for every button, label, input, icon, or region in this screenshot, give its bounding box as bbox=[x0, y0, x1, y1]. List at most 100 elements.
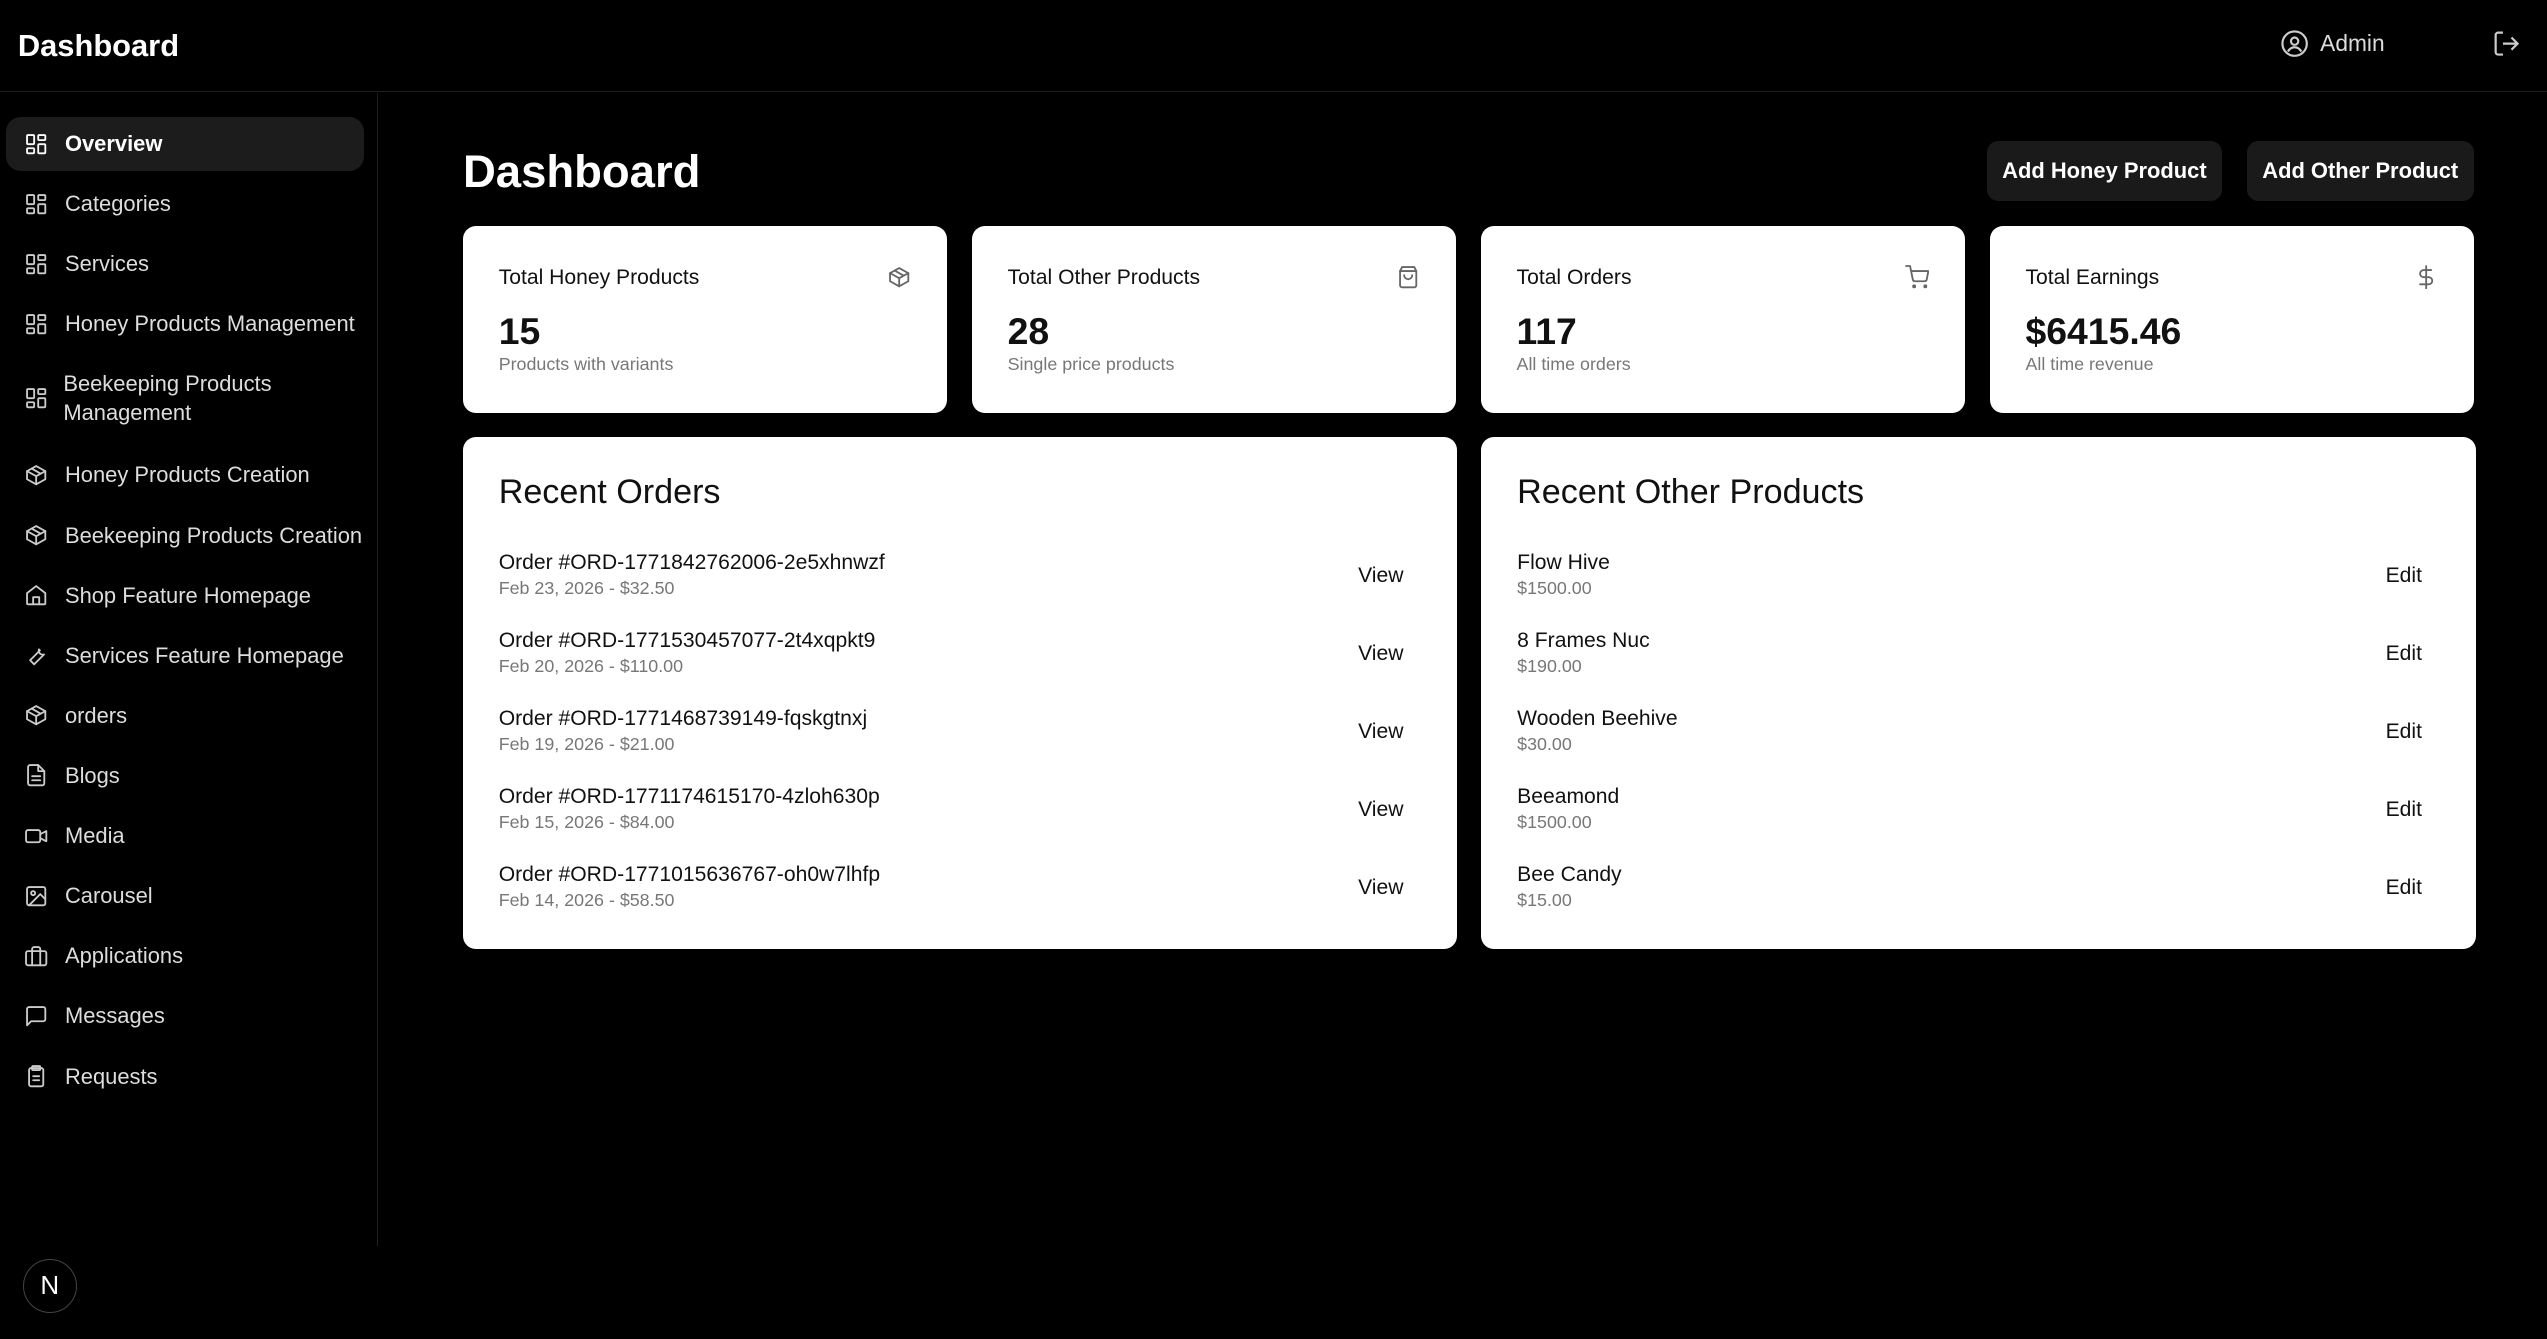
image-icon bbox=[26, 885, 47, 906]
sidebar-item-label: Services Feature Homepage bbox=[64, 642, 344, 668]
order-row: Order #ORD-1771530457077-2t4xqpkt9 Feb 20… bbox=[499, 629, 1404, 694]
sidebar-item-applications[interactable]: Applications bbox=[6, 929, 363, 983]
product-row-subtitle: $15.00 bbox=[1517, 890, 1572, 911]
order-row: Order #ORD-1771842762006-2e5xhnwzf Feb 23… bbox=[499, 551, 1404, 616]
sidebar-item-services[interactable]: Services bbox=[6, 237, 363, 291]
product-row: Flow Hive $1500.00 Edit bbox=[1517, 551, 2422, 616]
edit-product-button[interactable]: Edit bbox=[2385, 797, 2422, 821]
order-row-title: Order #ORD-1771015636767-oh0w7lhfp bbox=[498, 862, 881, 886]
sidebar-item-honey-products-management[interactable]: Honey Products Management bbox=[6, 297, 363, 351]
recent-orders-panel: Recent Orders Order #ORD-1771842762006-2… bbox=[462, 436, 1458, 949]
edit-product-button[interactable]: Edit bbox=[2385, 641, 2422, 665]
edit-product-button[interactable]: Edit bbox=[2385, 563, 2422, 587]
product-row-subtitle: $1500.00 bbox=[1517, 812, 1592, 833]
grid-icon bbox=[26, 313, 47, 335]
product-row-title: Flow Hive bbox=[1517, 550, 1610, 574]
briefcase-icon bbox=[25, 945, 48, 966]
user-menu[interactable]: Admin bbox=[2280, 29, 2385, 58]
stat-value: 117 bbox=[1516, 310, 1577, 353]
order-row-title: Order #ORD-1771174615170-4zloh630p bbox=[498, 784, 880, 808]
stat-subtitle: All time revenue bbox=[2025, 354, 2154, 375]
sidebar-item-orders[interactable]: orders bbox=[6, 689, 363, 743]
stat-subtitle: Products with variants bbox=[498, 354, 674, 375]
file-text-icon bbox=[27, 764, 46, 787]
top-bar: Dashboard Admin bbox=[0, 0, 2547, 92]
product-row: 8 Frames Nuc $190.00 Edit bbox=[1517, 629, 2422, 694]
wrench-icon bbox=[29, 648, 46, 666]
stat-subtitle: Single price products bbox=[1007, 354, 1175, 375]
sidebar-item-media[interactable]: Media bbox=[6, 809, 363, 863]
stat-label: Total Other Products bbox=[1007, 266, 1201, 290]
brand-title: Dashboard bbox=[17, 27, 180, 63]
add-other-product-button[interactable]: Add Other Product bbox=[2246, 141, 2474, 202]
sidebar-item-label: Messages bbox=[64, 1003, 165, 1029]
order-row: Order #ORD-1771015636767-oh0w7lhfp Feb 14… bbox=[499, 863, 1404, 928]
sidebar-item-label: Blogs bbox=[64, 763, 120, 788]
grid-icon bbox=[26, 193, 47, 214]
recent-products-panel: Recent Other Products Flow Hive $1500.00 E… bbox=[1481, 436, 2476, 949]
sidebar-item-label: Overview bbox=[64, 131, 163, 157]
clipboard-icon bbox=[28, 1065, 45, 1088]
sidebar-item-label: Requests bbox=[64, 1063, 158, 1089]
add-honey-product-button[interactable]: Add Honey Product bbox=[1986, 141, 2223, 202]
order-row-subtitle: Feb 15, 2026 - $84.00 bbox=[498, 812, 675, 833]
stat-card: Total Earnings $6415.46 All time revenue bbox=[1989, 225, 2474, 413]
view-order-button[interactable]: View bbox=[1358, 641, 1404, 665]
sidebar-item-beekeeping-products-management[interactable]: Beekeeping Products Management bbox=[6, 357, 363, 438]
logout-icon[interactable] bbox=[2492, 29, 2521, 58]
order-row-subtitle: Feb 23, 2026 - $32.50 bbox=[498, 578, 675, 599]
stat-card: Total Orders 117 All time orders bbox=[1480, 225, 1965, 413]
sidebar-item-label: Carousel bbox=[64, 883, 153, 909]
sidebar-item-label: Categories bbox=[64, 191, 171, 217]
sidebar-item-honey-products-creation[interactable]: Honey Products Creation bbox=[6, 448, 363, 502]
product-row-title: Bee Candy bbox=[1517, 862, 1622, 886]
stat-value: $6415.46 bbox=[2025, 310, 2182, 353]
edit-product-button[interactable]: Edit bbox=[2385, 719, 2422, 743]
order-row-title: Order #ORD-1771468739149-fqskgtnxj bbox=[498, 706, 868, 730]
order-row-subtitle: Feb 20, 2026 - $110.00 bbox=[498, 656, 684, 677]
product-row: Bee Candy $15.00 Edit bbox=[1517, 863, 2422, 928]
panel-title: Recent Other Products bbox=[1517, 472, 1865, 511]
stat-label: Total Orders bbox=[1516, 266, 1632, 290]
sidebar-item-label: Services bbox=[64, 251, 149, 277]
sidebar-item-beekeeping-products-creation[interactable]: Beekeeping Products Creation bbox=[6, 508, 363, 562]
user-circle-icon bbox=[2280, 30, 2308, 58]
message-icon bbox=[26, 1005, 47, 1027]
user-name: Admin bbox=[2320, 30, 2385, 57]
stat-label: Total Earnings bbox=[2025, 266, 2160, 290]
sidebar-item-categories[interactable]: Categories bbox=[6, 177, 363, 231]
sidebar-item-shop-feature-homepage[interactable]: Shop Feature Homepage bbox=[6, 569, 363, 623]
product-row: Beeamond $1500.00 Edit bbox=[1517, 785, 2422, 850]
sidebar-item-services-feature-homepage[interactable]: Services Feature Homepage bbox=[6, 629, 363, 683]
package-icon bbox=[26, 705, 47, 726]
grid-icon bbox=[26, 253, 47, 274]
view-order-button[interactable]: View bbox=[1358, 719, 1404, 743]
sidebar-item-label: Honey Products Creation bbox=[64, 462, 310, 488]
sidebar-item-carousel[interactable]: Carousel bbox=[6, 869, 363, 923]
page-title: Dashboard bbox=[462, 146, 701, 198]
grid-icon bbox=[26, 387, 47, 408]
package-icon bbox=[889, 266, 910, 287]
sidebar-item-blogs[interactable]: Blogs bbox=[6, 749, 363, 803]
package-icon bbox=[26, 525, 47, 546]
sidebar-item-overview[interactable]: Overview bbox=[6, 116, 364, 171]
view-order-button[interactable]: View bbox=[1358, 875, 1404, 899]
view-order-button[interactable]: View bbox=[1358, 563, 1404, 587]
product-row-subtitle: $1500.00 bbox=[1517, 578, 1592, 599]
order-row: Order #ORD-1771468739149-fqskgtnxj Feb 19… bbox=[499, 707, 1404, 772]
stat-value: 28 bbox=[1007, 310, 1050, 353]
sidebar-item-label: Media bbox=[64, 823, 125, 849]
view-order-button[interactable]: View bbox=[1358, 797, 1404, 821]
product-row-title: Beeamond bbox=[1517, 784, 1620, 808]
product-row: Wooden Beehive $30.00 Edit bbox=[1517, 707, 2422, 772]
sidebar-item-messages[interactable]: Messages bbox=[6, 989, 363, 1043]
sidebar-item-requests[interactable]: Requests bbox=[6, 1049, 363, 1103]
sidebar-item-label: Shop Feature Homepage bbox=[64, 582, 311, 608]
edit-product-button[interactable]: Edit bbox=[2385, 875, 2422, 899]
video-icon bbox=[25, 828, 48, 843]
app-logo[interactable]: N bbox=[22, 1258, 77, 1313]
order-row: Order #ORD-1771174615170-4zloh630p Feb 15… bbox=[499, 785, 1404, 850]
stat-card: Total Honey Products 15 Products with vari… bbox=[462, 225, 948, 413]
sidebar-item-label: Honey Products Management bbox=[64, 311, 355, 337]
sidebar-item-label: Beekeeping Products Creation bbox=[64, 522, 363, 548]
